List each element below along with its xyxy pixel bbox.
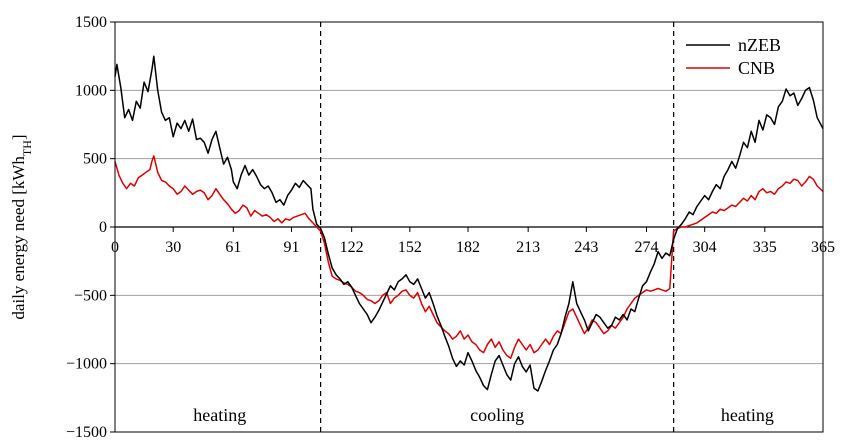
y-tick-label: 1500 bbox=[75, 14, 107, 31]
y-tick-label: −1500 bbox=[66, 424, 107, 441]
x-tick-label: 213 bbox=[516, 239, 540, 256]
x-tick-label: 0 bbox=[111, 239, 119, 256]
y-tick-label: 0 bbox=[99, 219, 107, 236]
y-axis-label: daily energy need [kWhTH] bbox=[9, 134, 34, 319]
period-annotations: heating cooling heating bbox=[193, 405, 774, 425]
x-tick-label: 274 bbox=[634, 239, 658, 256]
x-tick-label: 91 bbox=[284, 239, 300, 256]
gridlines bbox=[115, 89, 823, 365]
legend: nZEB CNB bbox=[686, 35, 781, 78]
period-label: heating bbox=[193, 405, 246, 425]
legend-label-cnb: CNB bbox=[738, 58, 775, 78]
y-axis-ticks: −1500 −1000 −500 0 500 1000 1500 bbox=[66, 14, 115, 441]
legend-label-nzeb: nZEB bbox=[738, 35, 781, 55]
period-label: heating bbox=[721, 405, 774, 425]
x-tick-label: 304 bbox=[693, 239, 717, 256]
x-tick-label: 152 bbox=[398, 239, 422, 256]
x-axis-ticks: 0 30 61 91 122 152 182 213 243 274 304 335 365 bbox=[111, 227, 835, 256]
series-line-nzeb bbox=[114, 55, 824, 392]
series-line-cnb bbox=[114, 155, 824, 359]
y-tick-label: −500 bbox=[74, 287, 107, 304]
x-tick-label: 365 bbox=[811, 239, 835, 256]
x-tick-label: 182 bbox=[456, 239, 480, 256]
y-tick-label: 500 bbox=[83, 151, 107, 168]
y-tick-label: 1000 bbox=[75, 82, 107, 99]
x-tick-label: 122 bbox=[340, 239, 364, 256]
x-tick-label: 243 bbox=[574, 239, 598, 256]
series-group bbox=[114, 55, 824, 392]
period-label: cooling bbox=[470, 405, 524, 425]
y-tick-label: −1000 bbox=[66, 356, 107, 373]
x-tick-label: 61 bbox=[225, 239, 241, 256]
x-tick-label: 30 bbox=[165, 239, 181, 256]
x-tick-label: 335 bbox=[753, 239, 777, 256]
